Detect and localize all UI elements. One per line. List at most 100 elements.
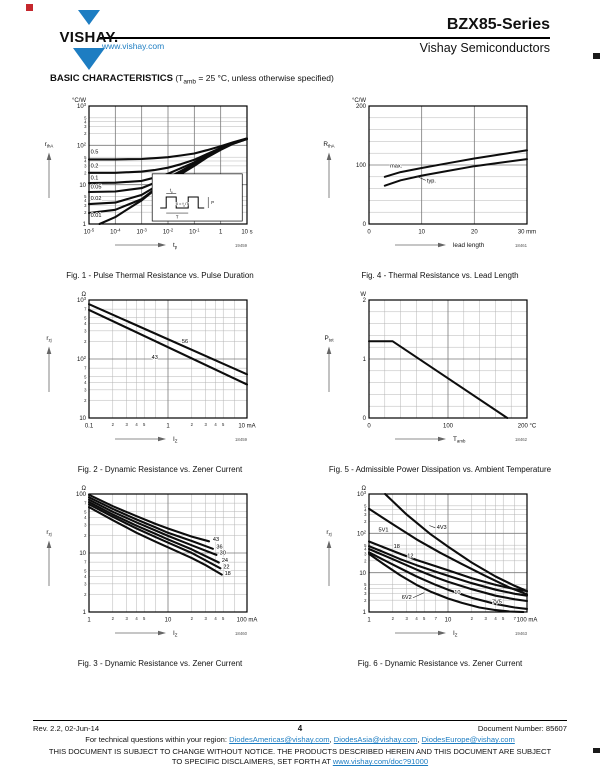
svg-text:100 mA: 100 mA bbox=[517, 617, 538, 623]
svg-text:102: 102 bbox=[77, 355, 87, 363]
curve-0.5 bbox=[88, 137, 248, 161]
chart-canvas-fig6: 103 102 10 1 1 10 100 mA 5 4 3 2 5 4 3 2 5 4 3 2 2 3 4 5 7 2 3 4 5 7… bbox=[305, 480, 575, 656]
curve-36 bbox=[88, 495, 214, 550]
svg-text:1: 1 bbox=[363, 357, 367, 363]
chart-canvas-fig3: 100 10 1 1 10 100 mA 7 5 4 3 2 7 5 4 3 2 2 3 4 5 2 3 4 5 43 36 30 2… bbox=[25, 480, 295, 656]
axis-unit-label: Ω bbox=[362, 486, 367, 492]
y-axis-symbol: rzj bbox=[326, 529, 331, 536]
figure-6: 103 102 10 1 1 10 100 mA 5 4 3 2 5 4 3 2 5 4 3 2 2 3 4 5 7 2 3 4 5 7… bbox=[305, 480, 575, 668]
svg-text:δ = tp/T: δ = tp/T bbox=[176, 201, 190, 207]
curve-18 bbox=[368, 540, 528, 592]
svg-text:3: 3 bbox=[84, 163, 87, 168]
curve-label: 10 bbox=[454, 589, 460, 595]
svg-text:0: 0 bbox=[363, 416, 367, 422]
svg-text:10: 10 bbox=[359, 571, 366, 577]
svg-text:3: 3 bbox=[126, 422, 129, 427]
svg-text:0: 0 bbox=[363, 222, 367, 228]
svg-text:5: 5 bbox=[84, 194, 87, 199]
header-right: BZX85-Series www.vishay.com Vishay Semic… bbox=[100, 0, 550, 55]
separator: , bbox=[417, 735, 422, 745]
graph-id: 18459 bbox=[235, 437, 248, 442]
svg-text:3: 3 bbox=[205, 422, 208, 427]
email-asia-link[interactable]: DiodesAsia@vishay.com bbox=[333, 735, 418, 745]
svg-text:2: 2 bbox=[471, 616, 474, 621]
curve-label: 18 bbox=[225, 571, 231, 577]
disclaimer-text: THIS DOCUMENT IS SUBJECT TO CHANGE WITHO… bbox=[48, 746, 552, 767]
curve-label: max. bbox=[390, 163, 403, 169]
svg-text:10: 10 bbox=[79, 416, 86, 422]
svg-text:100: 100 bbox=[356, 163, 367, 169]
curve-24 bbox=[88, 500, 220, 564]
curve-56 bbox=[88, 302, 248, 376]
disclaimer-link[interactable]: www.vishay.com/doc?91000 bbox=[332, 757, 429, 767]
svg-text:2: 2 bbox=[84, 533, 87, 538]
svg-text:4: 4 bbox=[364, 546, 367, 551]
svg-text:4: 4 bbox=[135, 422, 138, 427]
header-rule bbox=[100, 37, 550, 39]
curve-label: 43 bbox=[213, 537, 219, 543]
svg-text:1: 1 bbox=[87, 617, 91, 623]
curve-4V3 bbox=[384, 492, 528, 592]
svg-text:3: 3 bbox=[84, 522, 87, 527]
svg-text:0.1: 0.1 bbox=[85, 423, 94, 429]
chart-canvas-fig2: 103 102 10 0.1 1 10 mA 7 5 4 3 2 7 5 4 3 2 2 3 4 5 2 3 4 5 56 43 Ω… bbox=[25, 286, 295, 462]
svg-text:4: 4 bbox=[135, 616, 138, 621]
axis-unit-label: Ω bbox=[82, 292, 87, 298]
curve-label: 56 bbox=[182, 339, 188, 345]
curve-label: 0.02 bbox=[91, 196, 102, 202]
curve-43 bbox=[88, 308, 248, 386]
svg-text:10: 10 bbox=[445, 617, 452, 623]
disclaimer: THIS DOCUMENT IS SUBJECT TO CHANGE WITHO… bbox=[33, 747, 567, 768]
svg-text:2: 2 bbox=[84, 398, 87, 403]
website-link[interactable]: www.vishay.com bbox=[102, 41, 165, 51]
svg-text:5: 5 bbox=[364, 582, 367, 587]
up-arrow-icon bbox=[46, 540, 52, 548]
svg-text:103: 103 bbox=[77, 102, 87, 110]
svg-text:2: 2 bbox=[84, 339, 87, 344]
curve-5V1 bbox=[368, 507, 528, 596]
curve-typ. bbox=[383, 157, 528, 187]
logo-wordmark: VISHAY. bbox=[59, 29, 119, 46]
svg-text:200 °C: 200 °C bbox=[518, 423, 537, 429]
email-americas-link[interactable]: DiodesAmericas@vishay.com bbox=[229, 735, 330, 745]
x-axis-symbol: Tamb bbox=[453, 436, 466, 443]
separator: , bbox=[329, 735, 334, 745]
figure-caption: Fig. 5 - Admissible Power Dissipation vs… bbox=[328, 464, 552, 474]
svg-text:10 mA: 10 mA bbox=[238, 423, 255, 429]
svg-text:10-3: 10-3 bbox=[137, 227, 148, 235]
svg-text:10-4: 10-4 bbox=[110, 227, 121, 235]
svg-text:1: 1 bbox=[83, 610, 87, 616]
svg-text:2: 2 bbox=[364, 597, 367, 602]
curve-22 bbox=[88, 502, 222, 570]
svg-text:100: 100 bbox=[443, 423, 454, 429]
svg-text:2: 2 bbox=[84, 131, 87, 136]
svg-text:10: 10 bbox=[79, 183, 86, 189]
curve-label: 43 bbox=[152, 355, 158, 361]
right-arrow-icon bbox=[158, 630, 166, 635]
division-title: Vishay Semiconductors bbox=[419, 41, 550, 55]
curve-label: 6V2 bbox=[402, 595, 412, 601]
svg-text:P: P bbox=[211, 200, 214, 205]
svg-text:4: 4 bbox=[84, 119, 87, 124]
email-europe-link[interactable]: DiodesEurope@vishay.com bbox=[421, 735, 515, 745]
svg-text:2: 2 bbox=[363, 298, 367, 304]
svg-text:1: 1 bbox=[166, 423, 170, 429]
svg-text:2: 2 bbox=[364, 519, 367, 524]
svg-text:4: 4 bbox=[214, 422, 217, 427]
figure-4: 200 100 0 0 10 20 30 mm max. typ. °C/W RthA lead le… bbox=[305, 92, 575, 280]
svg-text:2: 2 bbox=[191, 616, 194, 621]
svg-text:4: 4 bbox=[84, 321, 87, 326]
print-mark-right-bottom bbox=[593, 748, 600, 753]
svg-text:1: 1 bbox=[219, 229, 223, 235]
svg-text:2: 2 bbox=[191, 422, 194, 427]
curve-18 bbox=[88, 505, 223, 576]
svg-text:102: 102 bbox=[77, 141, 87, 149]
series-title: BZX85-Series bbox=[446, 16, 550, 33]
figure-3: 100 10 1 1 10 100 mA 7 5 4 3 2 7 5 4 3 2 2 3 4 5 2 3 4 5 43 36 30 2… bbox=[25, 480, 295, 668]
graph-id: 19463 bbox=[515, 631, 528, 636]
curve-label: 0.1 bbox=[91, 175, 99, 181]
revision: Rev. 2.2, 02-Jun-14 bbox=[33, 723, 100, 733]
